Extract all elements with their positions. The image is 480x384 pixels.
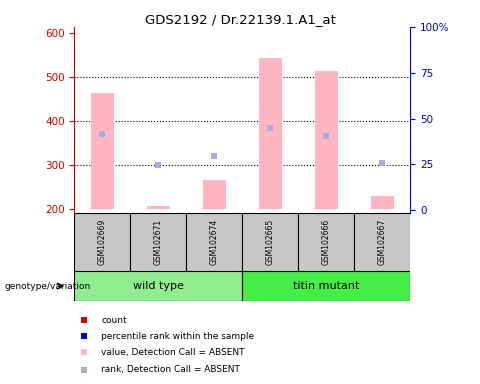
Bar [371,195,394,209]
Bar [242,271,410,301]
Text: value, Detection Call = ABSENT: value, Detection Call = ABSENT [101,348,245,357]
Text: wild type: wild type [133,281,184,291]
Bar [186,213,242,271]
Bar [242,213,299,271]
Text: GSM102671: GSM102671 [154,219,163,265]
Bar [315,71,337,209]
Bar [354,213,410,271]
Text: GDS2192 / Dr.22139.1.A1_at: GDS2192 / Dr.22139.1.A1_at [144,13,336,26]
Bar [131,213,186,271]
Bar [74,271,242,301]
Bar [147,206,169,209]
Text: count: count [101,316,127,325]
Bar [259,58,282,209]
Text: percentile rank within the sample: percentile rank within the sample [101,332,254,341]
Text: GSM102665: GSM102665 [266,219,275,265]
Text: rank, Detection Call = ABSENT: rank, Detection Call = ABSENT [101,366,240,374]
Text: titin mutant: titin mutant [293,281,360,291]
Text: GSM102667: GSM102667 [378,219,387,265]
Text: GSM102674: GSM102674 [210,219,219,265]
Text: GSM102666: GSM102666 [322,219,331,265]
Text: genotype/variation: genotype/variation [5,281,91,291]
Bar [91,93,114,209]
Bar [299,213,354,271]
Bar [203,180,226,209]
Bar [74,213,131,271]
Text: GSM102669: GSM102669 [98,219,107,265]
